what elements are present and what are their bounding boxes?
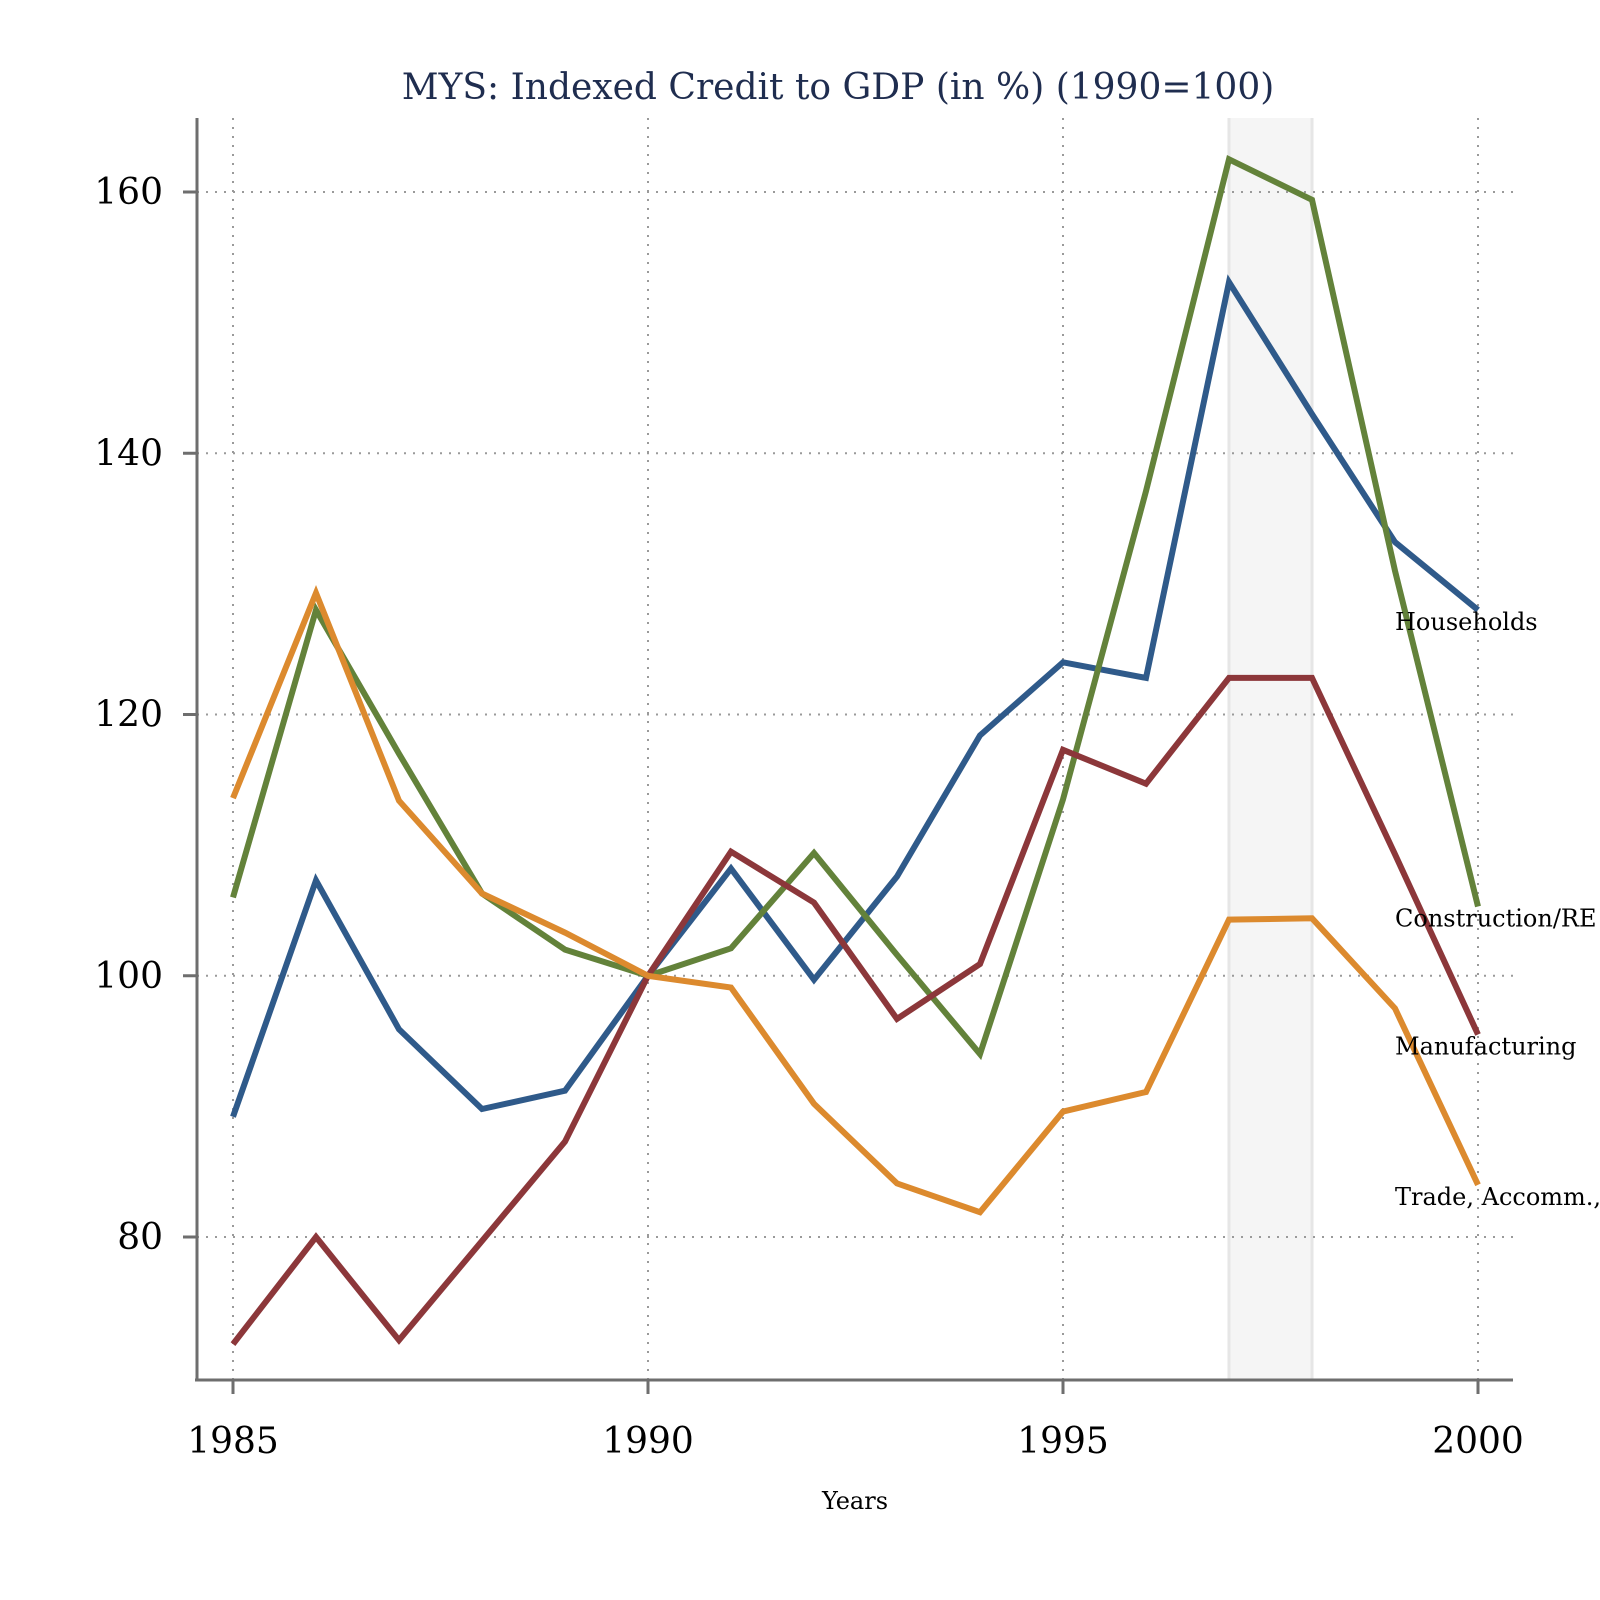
series-line-trade-accomm-food	[230, 584, 1481, 1216]
series-label-households: Households	[1395, 608, 1538, 636]
series-label-manufacturing: Manufacturing	[1395, 1033, 1577, 1061]
series-label-layer: Households Construction/RE Manufacturing Tr…	[1395, 608, 1600, 1211]
shaded-region-layer	[1227, 118, 1314, 1380]
series-line-households	[230, 274, 1480, 1118]
shaded-region	[1229, 118, 1312, 1380]
series-line-manufacturing	[230, 674, 1481, 1346]
series-label-construction-re: Construction/RE	[1395, 905, 1597, 933]
series-label-trade-accomm-food: Trade, Accomm., Food	[1395, 1183, 1600, 1211]
x-tick-label: 2000	[1432, 1421, 1524, 1462]
y-tick-label: 140	[94, 433, 163, 474]
axis-layer	[195, 118, 1513, 1382]
y-tick-label: 120	[94, 695, 163, 736]
x-axis-title: Years	[821, 1487, 888, 1515]
tick-layer: 80 100 120 140 160 1985 1990 1995 2000	[94, 172, 1524, 1462]
series-layer	[230, 154, 1481, 1346]
x-tick-label: 1995	[1017, 1421, 1109, 1462]
y-tick-label: 160	[94, 172, 163, 213]
x-tick-label: 1985	[187, 1421, 279, 1462]
chart-title: MYS: Indexed Credit to GDP (in %) (1990=…	[402, 67, 1275, 108]
y-tick-label: 100	[94, 956, 163, 997]
x-tick-label: 1990	[602, 1421, 694, 1462]
series-line-construction-re	[230, 154, 1481, 1061]
y-tick-label: 80	[117, 1217, 163, 1258]
